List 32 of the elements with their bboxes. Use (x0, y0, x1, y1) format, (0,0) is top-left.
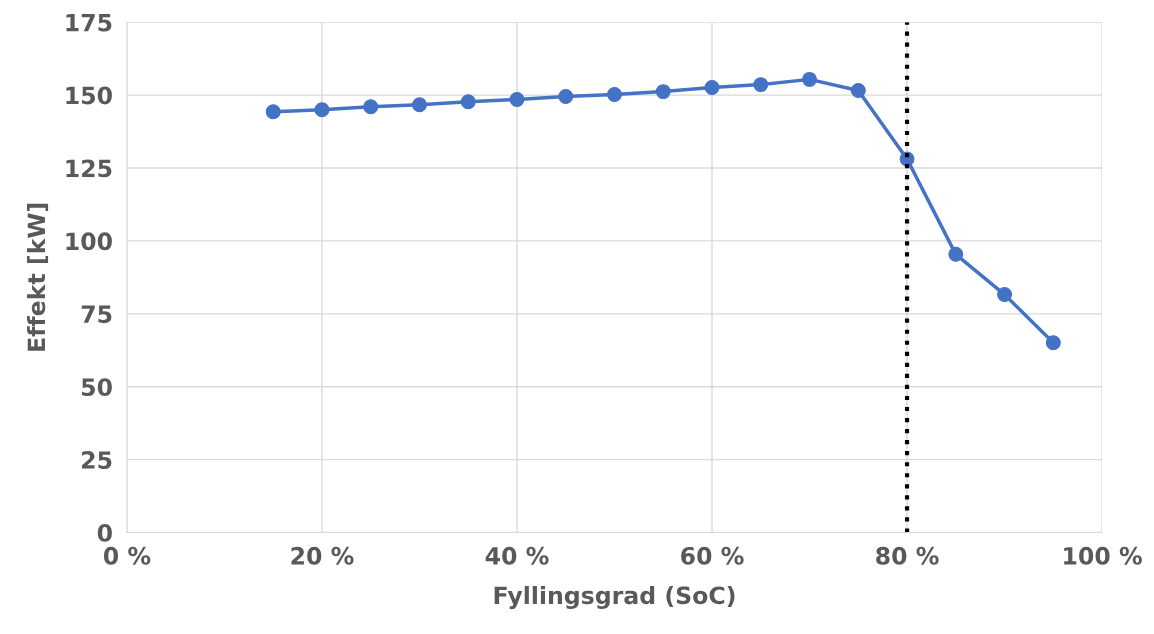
point (412, 97, 427, 113)
y-tick-label: 150 (66, 86, 112, 105)
point (655, 84, 671, 100)
point (802, 71, 817, 87)
point (997, 287, 1013, 303)
point (1045, 335, 1061, 351)
point (850, 82, 866, 98)
y-tick-label: 0 (97, 524, 112, 542)
y-axis-title: Effekt [kW] (27, 203, 49, 351)
x-tick-label: 100 % (1064, 546, 1142, 565)
point (363, 99, 379, 115)
x-axis-title: Fyllingsgrad (SoC) (494, 585, 735, 609)
x-tick-label: 40 % (485, 546, 549, 565)
y-tick-label: 175 (66, 13, 112, 32)
point (460, 94, 476, 110)
x-tick-label: 0 % (103, 546, 151, 565)
y-tick-label: 25 (82, 451, 112, 469)
point (558, 89, 574, 105)
x-tick-label: 20 % (291, 546, 354, 565)
y-tick-label: 125 (66, 159, 112, 178)
point (948, 246, 964, 262)
point (704, 80, 720, 95)
point (509, 92, 525, 107)
point (314, 102, 330, 118)
point (265, 104, 281, 120)
y-tick-label: 75 (81, 305, 112, 324)
point (753, 77, 769, 93)
y-tick-label: 50 (82, 378, 112, 397)
x-tick-label: 80 % (876, 546, 939, 565)
y-tick-label: 100 (66, 232, 112, 251)
x-tick-label: 60 % (681, 546, 744, 565)
point (607, 87, 622, 102)
